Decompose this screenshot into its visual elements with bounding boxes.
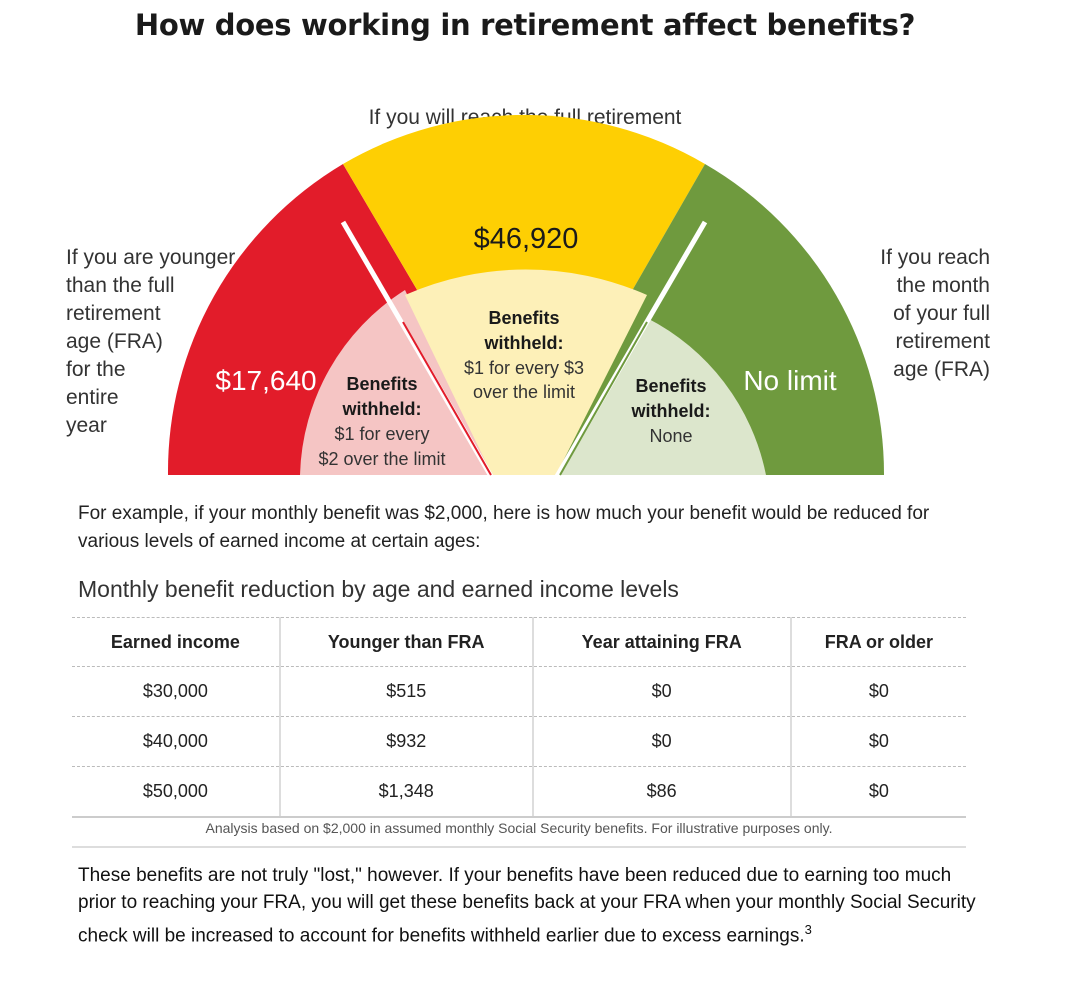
gauge-inner-red (300, 290, 492, 475)
table-title: Monthly benefit reduction by age and ear… (78, 576, 679, 602)
limit-year-fra: $46,920 (474, 223, 579, 255)
label-line: If you are younger (66, 246, 236, 269)
withheld-heading: Benefits (635, 376, 706, 396)
benefit-reduction-table: Earned income Younger than FRA Year atta… (72, 617, 966, 818)
footnote-marker: 3 (804, 922, 812, 937)
table-cell: $0 (531, 716, 791, 767)
withheld-heading: withheld: (631, 401, 711, 421)
withheld-heading: Benefits (346, 374, 417, 394)
divider (402, 321, 492, 476)
column-header: Year attaining FRA (531, 617, 791, 667)
footer-text: These benefits are not truly "lost," how… (78, 865, 976, 947)
table-cell: $0 (789, 666, 966, 717)
fra-month-label: If you reach the month of your full reti… (840, 244, 990, 384)
label-line: for the (66, 358, 126, 381)
column-header: FRA or older (789, 617, 966, 667)
withheld-rule: $1 for every $3 (464, 358, 584, 378)
withheld-heading: withheld: (484, 333, 564, 353)
withheld-heading: withheld: (342, 399, 422, 419)
label-line: of your full (893, 302, 990, 325)
label-line: entire (66, 386, 119, 409)
table-cell: $40,000 (72, 716, 280, 767)
label-line: If you reach (880, 246, 990, 269)
table-cell: $30,000 (72, 666, 280, 717)
withheld-heading: Benefits (488, 308, 559, 328)
limit-older: No limit (743, 365, 837, 396)
gauge-inner-yellow (405, 269, 647, 475)
withheld-rule: $1 for every (334, 424, 429, 444)
label-line: age (FRA) (66, 330, 163, 353)
table-cell: $0 (789, 716, 966, 767)
table-cell: $0 (789, 766, 966, 818)
table-cell: $86 (531, 766, 791, 818)
label-line: the month (896, 274, 990, 297)
example-text: For example, if your monthly benefit was… (78, 503, 930, 552)
withheld-rule: over the limit (473, 382, 575, 402)
label-line: retirement (895, 330, 990, 353)
withheld-rule: $2 over the limit (318, 449, 445, 469)
page-title: How does working in retirement affect be… (134, 8, 916, 42)
footer-paragraph: These benefits are not truly "lost," how… (78, 862, 978, 949)
table-note: Analysis based on $2,000 in assumed mont… (205, 820, 833, 836)
table-row: $30,000 $515 $0 $0 (72, 666, 966, 717)
table-header-row: Earned income Younger than FRA Year atta… (72, 617, 966, 667)
divider (72, 846, 966, 848)
label-line: age (FRA) (893, 358, 990, 381)
table-cell: $515 (278, 666, 533, 717)
table-cell: $50,000 (72, 766, 280, 818)
table-cell: $0 (531, 666, 791, 717)
table-row: $50,000 $1,348 $86 $0 (72, 766, 966, 818)
label-line: year (66, 414, 107, 437)
table-cell: $1,348 (278, 766, 533, 818)
column-header: Earned income (72, 617, 280, 667)
gauge-inner-green (556, 318, 766, 475)
divider (559, 321, 648, 476)
table-row: $40,000 $932 $0 $0 (72, 716, 966, 767)
label-line: than the full (66, 274, 175, 297)
table-cell: $932 (278, 716, 533, 767)
label-line: retirement (66, 302, 161, 325)
column-header: Younger than FRA (278, 617, 533, 667)
limit-younger: $17,640 (215, 365, 316, 396)
withheld-rule: None (649, 426, 692, 446)
younger-than-fra-label: If you are younger than the full retirem… (66, 244, 266, 440)
